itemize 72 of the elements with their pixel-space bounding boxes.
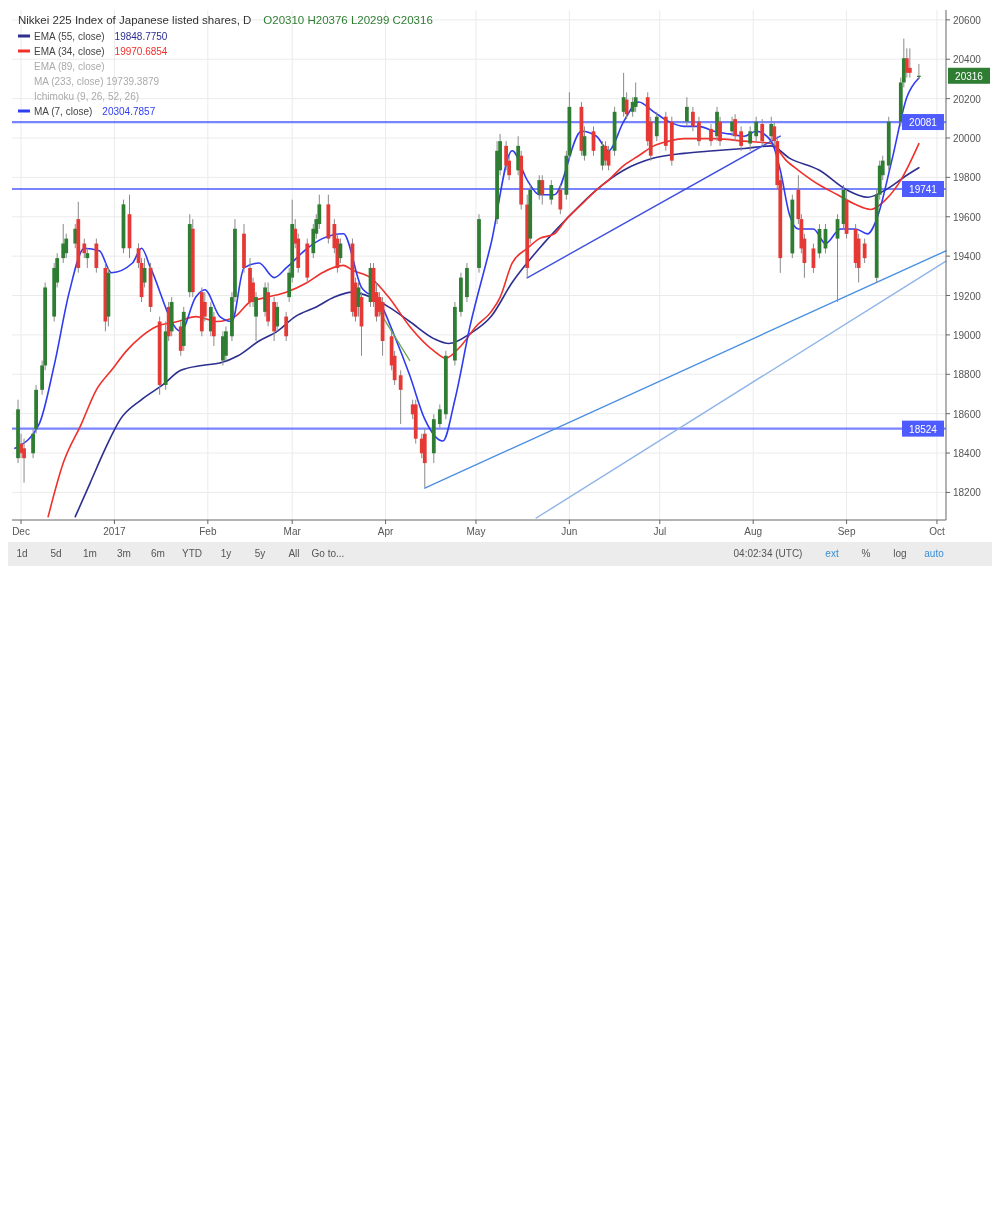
y-tick-label: 18600 (953, 408, 982, 420)
ref-line-label: 20081 (909, 117, 938, 129)
x-tick-label: Oct (929, 526, 945, 537)
x-tick-label: 2017 (103, 526, 126, 537)
candlestick (22, 438, 26, 484)
annotation: EMA (89, close) (34, 61, 105, 72)
candlestick (275, 301, 280, 332)
candlestick (685, 96, 689, 127)
x-tick-label: Jul (653, 526, 667, 537)
x-tick-label: Dec (12, 526, 30, 537)
text: YTD (182, 548, 202, 559)
ref-line-label: 19741 (909, 183, 938, 195)
y-tick-label: 18200 (953, 487, 982, 499)
text: 3m (117, 548, 131, 559)
y-tick-label: 19800 (953, 172, 982, 184)
candlestick (691, 106, 695, 132)
x-tick-label: Apr (377, 526, 395, 537)
text: auto (924, 548, 945, 559)
text: 1d (16, 548, 28, 559)
y-tick-label: 18400 (953, 448, 982, 460)
x-tick-label: Feb (199, 526, 217, 537)
candlestick (754, 116, 759, 142)
legend-label: EMA (34, close) (34, 46, 105, 57)
candlestick (540, 174, 545, 206)
text: 5d (50, 548, 62, 559)
y-tick-label: 19000 (953, 329, 982, 341)
y-tick-label: 20600 (953, 14, 982, 26)
y-tick-label: 20000 (953, 132, 982, 144)
candlestick (549, 179, 554, 206)
candlestick (862, 238, 867, 264)
candlestick (654, 111, 659, 142)
y-tick-label: 18800 (953, 369, 982, 381)
text: All (288, 548, 300, 559)
text: 1m (83, 548, 97, 559)
text: 04:02:34 (UTC) (733, 548, 803, 559)
text: 5y (254, 548, 266, 559)
y-tick-label: 19600 (953, 211, 982, 223)
x-tick-label: May (466, 526, 486, 537)
legend-label: MA (7, close) (34, 106, 93, 117)
y-tick-label: 19400 (953, 251, 982, 263)
annotation: Ichimoku (9, 26, 52, 26) (34, 91, 140, 102)
candlestick (633, 81, 638, 113)
candlestick (904, 47, 909, 79)
text: Go to... (311, 548, 345, 559)
candlestick (907, 47, 912, 79)
ref-line-label: 18524 (909, 423, 938, 435)
candlestick (437, 403, 442, 430)
x-tick-label: Sep (837, 526, 856, 537)
candlestick (558, 184, 563, 215)
legend-label: EMA (55, close) (34, 31, 105, 42)
y-tick-label: 20400 (953, 54, 982, 66)
x-tick-label: Aug (744, 526, 763, 537)
annotation: 19970.6854 (114, 46, 168, 57)
chart-title: Nikkei 225 Index of Japanese listed shares, D (18, 14, 252, 26)
annotation: 20304.7857 (102, 106, 156, 117)
text: 6m (151, 548, 165, 559)
text: % (861, 548, 871, 559)
text: 1y (220, 548, 232, 559)
candlestick (398, 369, 403, 425)
y-tick-label: 20200 (953, 93, 982, 105)
x-tick-label: Mar (283, 526, 302, 537)
text: ext (825, 548, 839, 559)
annotation: MA (233, close) 19739.3879 (34, 76, 160, 87)
x-tick-label: Jun (561, 526, 578, 537)
candlestick (917, 63, 921, 80)
annotation: 19848.7750 (114, 31, 168, 42)
annotation: 20316 (955, 70, 984, 82)
candlestick (284, 311, 289, 342)
text: log (893, 548, 907, 559)
candlestick (748, 125, 753, 152)
y-tick-label: 19200 (953, 290, 982, 302)
chart-subtitle: O20310 H20376 L20299 C20316 (263, 14, 433, 26)
